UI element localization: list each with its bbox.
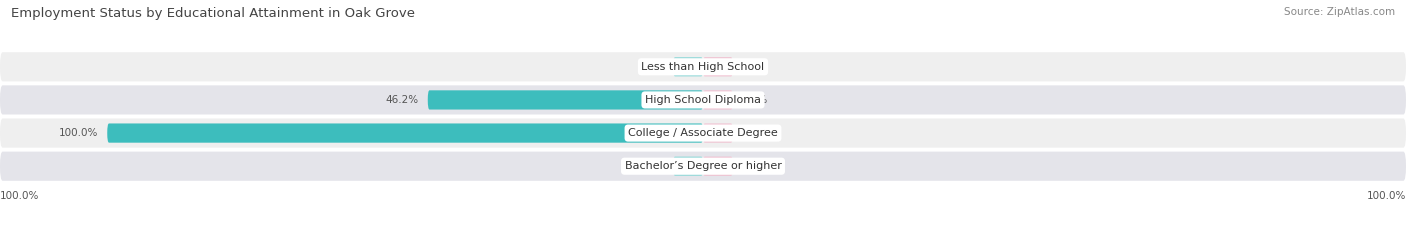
Text: 100.0%: 100.0% xyxy=(0,191,39,201)
FancyBboxPatch shape xyxy=(427,90,703,110)
Text: Less than High School: Less than High School xyxy=(641,62,765,72)
FancyBboxPatch shape xyxy=(703,57,733,76)
FancyBboxPatch shape xyxy=(107,123,703,143)
FancyBboxPatch shape xyxy=(673,57,703,76)
Text: 0.0%: 0.0% xyxy=(638,161,664,171)
Text: 0.0%: 0.0% xyxy=(742,95,768,105)
FancyBboxPatch shape xyxy=(0,85,1406,114)
Text: College / Associate Degree: College / Associate Degree xyxy=(628,128,778,138)
Text: 0.0%: 0.0% xyxy=(742,128,768,138)
Text: Bachelor’s Degree or higher: Bachelor’s Degree or higher xyxy=(624,161,782,171)
Text: 100.0%: 100.0% xyxy=(1367,191,1406,201)
FancyBboxPatch shape xyxy=(703,123,733,143)
Text: 0.0%: 0.0% xyxy=(742,62,768,72)
Text: 0.0%: 0.0% xyxy=(742,161,768,171)
FancyBboxPatch shape xyxy=(0,52,1406,81)
FancyBboxPatch shape xyxy=(0,119,1406,148)
FancyBboxPatch shape xyxy=(0,152,1406,181)
FancyBboxPatch shape xyxy=(673,157,703,176)
Text: 0.0%: 0.0% xyxy=(638,62,664,72)
Text: High School Diploma: High School Diploma xyxy=(645,95,761,105)
FancyBboxPatch shape xyxy=(703,157,733,176)
Text: Source: ZipAtlas.com: Source: ZipAtlas.com xyxy=(1284,7,1395,17)
Text: Employment Status by Educational Attainment in Oak Grove: Employment Status by Educational Attainm… xyxy=(11,7,415,20)
Text: 100.0%: 100.0% xyxy=(59,128,98,138)
Text: 46.2%: 46.2% xyxy=(385,95,419,105)
FancyBboxPatch shape xyxy=(703,90,733,110)
